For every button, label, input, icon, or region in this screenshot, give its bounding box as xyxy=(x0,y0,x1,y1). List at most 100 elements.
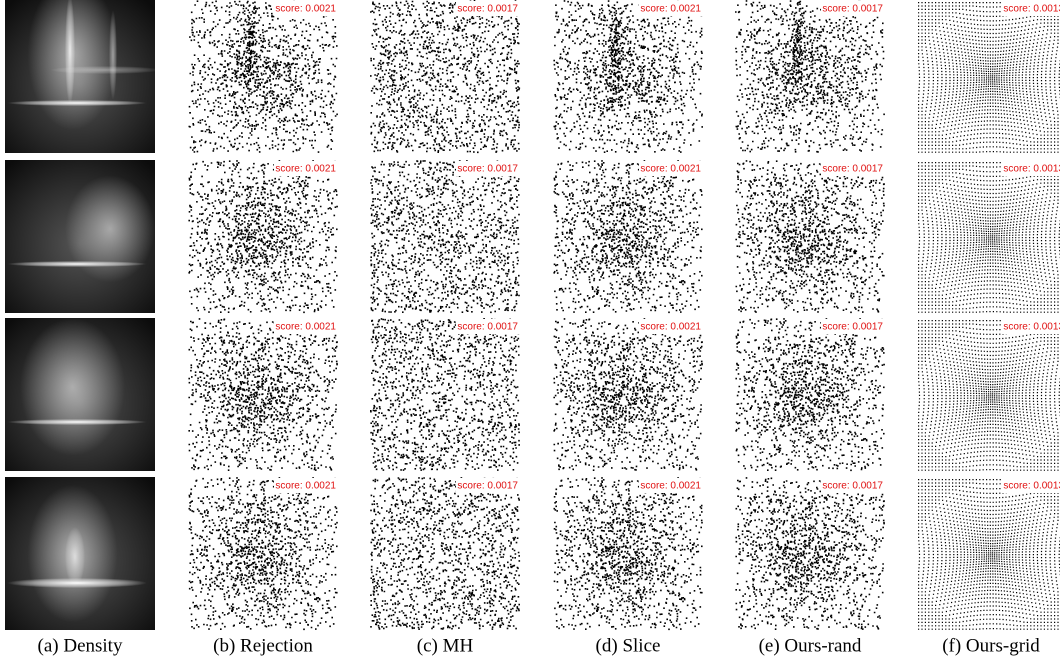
score-bg xyxy=(274,319,344,334)
panel: score: 0.0013 xyxy=(918,478,1060,630)
score-bg xyxy=(456,478,526,493)
score-label: score: 0.0021 xyxy=(640,481,701,492)
score-label: score: 0.0017 xyxy=(822,481,883,492)
sample-points xyxy=(735,160,885,314)
density-line xyxy=(7,419,147,425)
sample-points xyxy=(918,320,1060,471)
panel: score: 0.0017 xyxy=(735,318,891,472)
density-streak xyxy=(65,0,75,105)
panel: score: 0.0021 xyxy=(553,318,709,471)
density-blob xyxy=(20,318,125,456)
score-label: score: 0.0017 xyxy=(457,4,518,15)
panel: score: 0.0021 xyxy=(188,477,344,631)
sample-points xyxy=(735,0,885,153)
score-bg xyxy=(1002,161,1060,176)
sample-points xyxy=(553,318,703,471)
score-label: score: 0.0013 xyxy=(1003,4,1060,15)
panel: score: 0.0013 xyxy=(918,161,1060,313)
score-bg xyxy=(1002,478,1060,493)
score-label: score: 0.0021 xyxy=(640,322,701,333)
score-label: score: 0.0017 xyxy=(822,4,883,15)
score-label: score: 0.0021 xyxy=(275,481,336,492)
panel: score: 0.0013 xyxy=(918,319,1060,471)
panel: score: 0.0017 xyxy=(370,0,526,154)
score-label: score: 0.0021 xyxy=(275,164,336,175)
score-bg xyxy=(1002,319,1060,334)
density-streak xyxy=(50,66,160,74)
score-label: score: 0.0013 xyxy=(1003,322,1060,333)
density-blob xyxy=(65,175,155,283)
score-bg xyxy=(821,478,891,493)
sample-points xyxy=(370,477,521,630)
sample-points xyxy=(735,318,885,472)
panel: score: 0.0021 xyxy=(188,160,344,314)
panel xyxy=(5,318,155,471)
panel xyxy=(5,160,155,313)
sample-points xyxy=(370,0,521,154)
score-bg xyxy=(639,1,709,16)
score-bg xyxy=(456,319,526,334)
panel xyxy=(5,477,155,630)
score-bg xyxy=(274,161,344,176)
panel: score: 0.0017 xyxy=(735,477,891,630)
score-label: score: 0.0013 xyxy=(1003,481,1060,492)
score-bg xyxy=(274,478,344,493)
caption: (a) Density xyxy=(38,635,123,656)
score-label: score: 0.0017 xyxy=(822,322,883,333)
density-line xyxy=(7,578,147,588)
sample-points xyxy=(918,479,1060,630)
sample-points xyxy=(370,318,520,471)
panel: score: 0.0021 xyxy=(553,477,709,631)
panel: score: 0.0021 xyxy=(553,0,709,153)
caption: (e) Ours-rand xyxy=(759,635,862,656)
panel: score: 0.0021 xyxy=(188,0,344,153)
sample-points xyxy=(188,160,338,314)
score-bg xyxy=(1002,1,1060,16)
score-bg xyxy=(639,319,709,334)
panel: score: 0.0017 xyxy=(370,160,526,314)
score-bg xyxy=(821,161,891,176)
density-streak xyxy=(109,10,117,100)
density-line xyxy=(7,100,147,106)
score-label: score: 0.0017 xyxy=(822,164,883,175)
sample-points xyxy=(188,477,338,631)
panel xyxy=(5,0,160,153)
density-blob xyxy=(65,527,85,587)
panel: score: 0.0013 xyxy=(918,1,1060,153)
score-label: score: 0.0021 xyxy=(275,322,336,333)
sample-points xyxy=(918,162,1060,313)
sample-points xyxy=(918,2,1060,153)
panel: score: 0.0021 xyxy=(553,160,709,314)
sample-points xyxy=(370,160,520,314)
panel: score: 0.0017 xyxy=(735,0,891,153)
score-label: score: 0.0017 xyxy=(457,322,518,333)
score-bg xyxy=(639,478,709,493)
score-label: score: 0.0021 xyxy=(640,164,701,175)
score-bg xyxy=(821,319,891,334)
caption: (b) Rejection xyxy=(213,635,313,656)
score-bg xyxy=(456,1,526,16)
score-label: score: 0.0013 xyxy=(1003,164,1060,175)
caption: (f) Ours-grid xyxy=(942,635,1040,656)
score-bg xyxy=(274,1,344,16)
sample-points xyxy=(188,0,338,153)
score-bg xyxy=(821,1,891,16)
score-label: score: 0.0021 xyxy=(275,4,336,15)
caption: (d) Slice xyxy=(596,635,661,656)
sample-points xyxy=(188,318,338,471)
sample-points xyxy=(553,477,703,631)
score-label: score: 0.0021 xyxy=(640,4,701,15)
density-line xyxy=(7,261,147,267)
panel: score: 0.0017 xyxy=(735,160,891,314)
sample-points xyxy=(553,0,703,153)
caption: (c) MH xyxy=(417,635,474,656)
score-label: score: 0.0017 xyxy=(457,164,518,175)
sample-points xyxy=(735,477,885,630)
score-label: score: 0.0017 xyxy=(457,481,518,492)
sample-points xyxy=(553,160,703,314)
score-bg xyxy=(639,161,709,176)
panel: score: 0.0017 xyxy=(370,318,526,471)
panel: score: 0.0017 xyxy=(370,477,526,630)
